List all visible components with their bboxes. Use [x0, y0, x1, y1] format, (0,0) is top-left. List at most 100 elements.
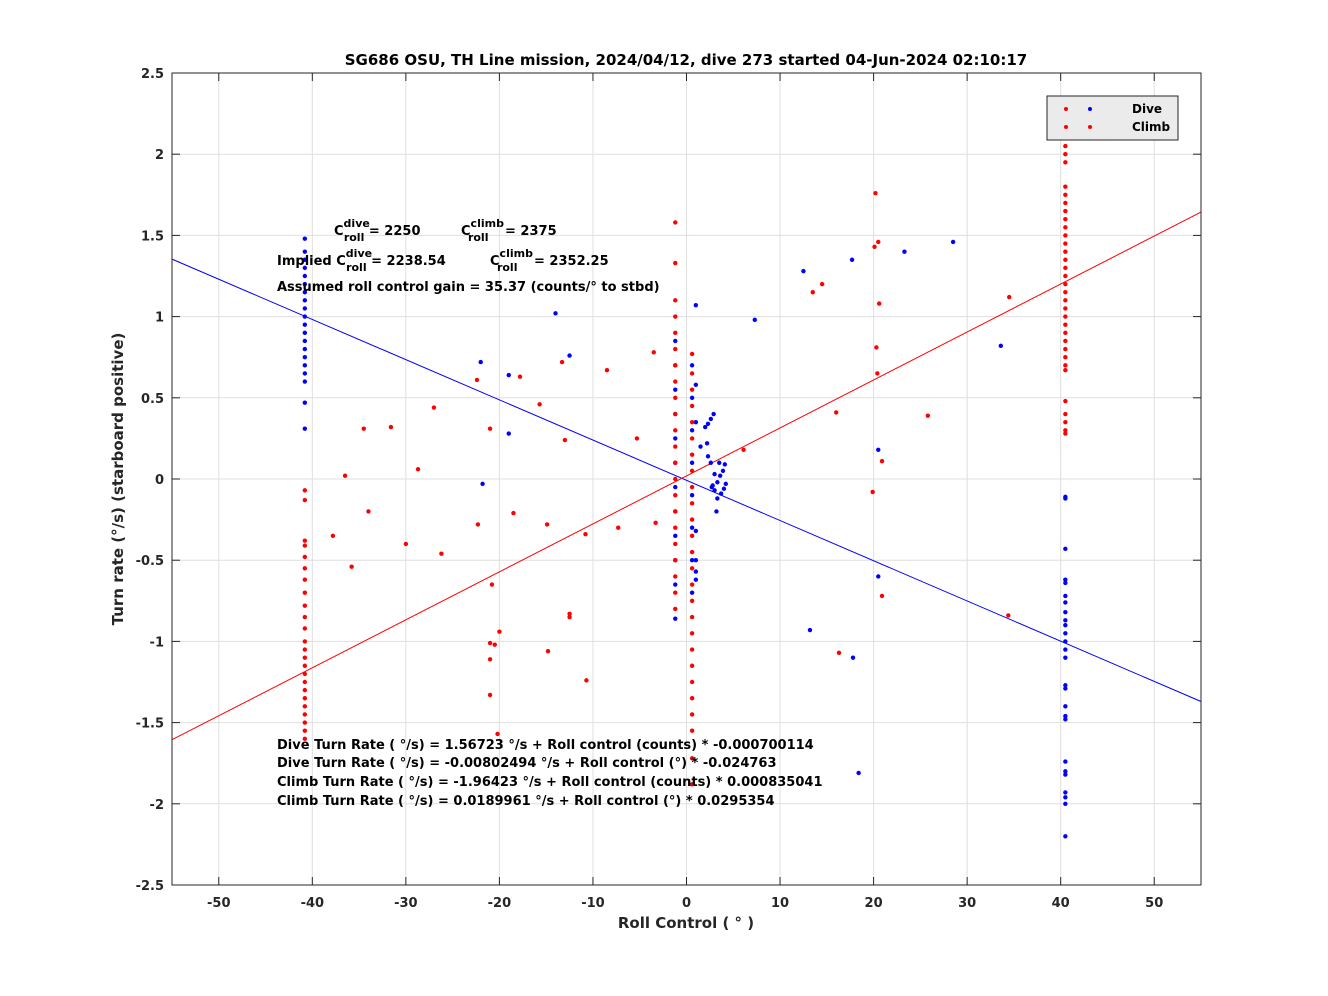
data-point: [616, 525, 621, 530]
series-dive: [302, 236, 1068, 839]
data-point: [506, 372, 511, 378]
data-point: [1063, 769, 1068, 774]
data-point: [712, 488, 717, 493]
data-point: [689, 468, 695, 474]
climb-counts-equation: Climb Turn Rate ( °/s) = -1.96423 °/s + …: [277, 775, 823, 790]
data-point: [388, 424, 394, 430]
data-point: [1063, 322, 1068, 327]
data-point: [1063, 772, 1068, 777]
data-point: [689, 782, 695, 787]
data-point: [833, 410, 839, 415]
data-point: [925, 413, 931, 418]
legend-dive-marker-blue: [1088, 107, 1092, 111]
data-point: [752, 317, 757, 323]
data-point: [950, 239, 956, 245]
data-point: [879, 593, 885, 599]
data-point: [302, 590, 308, 595]
data-point: [1063, 298, 1068, 303]
data-point: [720, 468, 726, 474]
y-tick-label: -1: [150, 635, 164, 650]
y-tick-label: -2: [150, 798, 164, 813]
data-point: [712, 471, 717, 477]
data-point: [1063, 593, 1068, 599]
data-point: [693, 382, 699, 388]
data-point: [718, 491, 724, 496]
data-point: [689, 647, 695, 652]
data-point: [302, 566, 308, 571]
data-point: [673, 484, 678, 490]
data-point: [1063, 363, 1068, 368]
data-point: [1063, 801, 1068, 806]
data-point: [1063, 143, 1068, 149]
data-point: [704, 441, 710, 446]
data-point: [302, 346, 308, 352]
data-point: [1063, 241, 1068, 246]
data-point: [302, 543, 308, 548]
data-point: [1063, 184, 1068, 189]
data-point: [302, 712, 308, 717]
data-point: [689, 756, 695, 761]
data-point: [689, 452, 695, 457]
data-point: [902, 249, 907, 254]
data-point: [717, 460, 722, 465]
data-point: [1063, 200, 1068, 206]
data-point: [1063, 233, 1068, 238]
fit-line: [171, 211, 1202, 741]
legend-box: [1046, 95, 1179, 141]
data-point: [722, 462, 728, 467]
data-point: [567, 614, 572, 620]
data-point: [302, 355, 308, 360]
data-point: [1063, 618, 1068, 623]
data-point: [480, 481, 485, 487]
data-point: [1063, 717, 1068, 722]
data-point: [492, 642, 497, 647]
data-point: [537, 402, 542, 407]
fit-lines: [171, 211, 1202, 741]
data-point: [302, 306, 308, 311]
data-point: [693, 569, 699, 574]
data-point: [1063, 281, 1068, 287]
data-point: [872, 244, 877, 249]
data-point: [801, 268, 806, 274]
data-point: [873, 190, 878, 196]
data-point: [710, 483, 715, 488]
data-point: [361, 426, 366, 431]
legend-dive-label: Dive: [1132, 102, 1162, 116]
data-point: [302, 626, 308, 631]
data-point: [475, 522, 481, 527]
data-point: [689, 696, 695, 701]
data-point: [693, 419, 699, 425]
y-axis-label: Turn rate (°/s) (starboard positive): [109, 333, 127, 626]
data-point: [1063, 411, 1068, 417]
data-point: [689, 363, 695, 368]
roll-gain-annotation: Assumed roll control gain = 35.37 (count…: [277, 280, 660, 295]
fit-line: [171, 258, 1202, 702]
data-point: [715, 480, 720, 485]
data-point: [673, 314, 678, 319]
data-point: [708, 416, 714, 422]
dive-counts-equation: Dive Turn Rate ( °/s) = 1.56723 °/s + Ro…: [277, 738, 814, 753]
x-tick-label: -40: [301, 896, 325, 911]
data-point: [1063, 249, 1068, 254]
data-point: [302, 379, 308, 384]
data-point: [1063, 639, 1068, 644]
data-point: [673, 574, 678, 579]
data-point: [717, 473, 723, 478]
data-point: [689, 549, 695, 555]
x-tick-label: -20: [488, 896, 512, 911]
data-point: [1063, 265, 1068, 271]
data-point: [1063, 834, 1068, 839]
data-point: [673, 338, 678, 344]
data-point: [342, 473, 348, 478]
data-point: [653, 520, 658, 526]
data-point: [302, 497, 308, 503]
data-point: [1063, 398, 1068, 404]
y-tick-label: -1.5: [136, 717, 164, 732]
data-point: [689, 493, 695, 498]
data-point: [1063, 686, 1068, 691]
data-point: [302, 298, 308, 303]
data-point: [302, 647, 308, 652]
data-point: [583, 532, 588, 537]
data-point: [302, 322, 308, 327]
data-point: [689, 614, 695, 620]
